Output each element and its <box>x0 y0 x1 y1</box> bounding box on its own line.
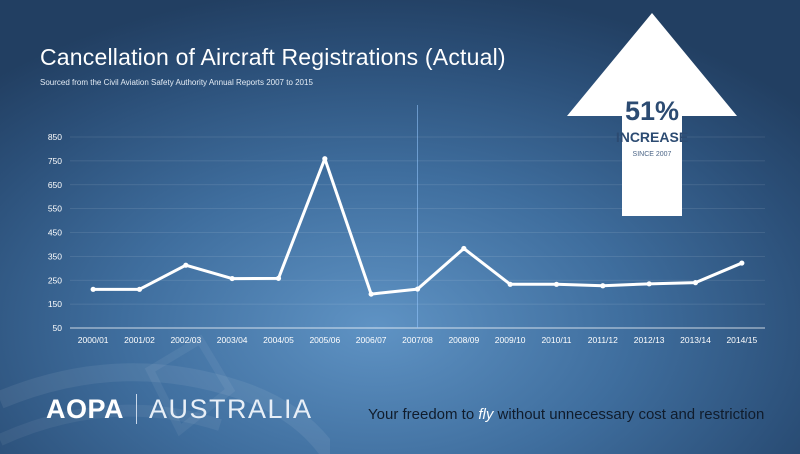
increase-percent: 51% <box>624 96 680 126</box>
tagline-emphasis: fly <box>478 406 494 423</box>
x-tick-label: 2006/07 <box>356 335 387 345</box>
y-tick-label: 750 <box>48 156 62 166</box>
y-tick-label: 450 <box>48 228 62 238</box>
data-point <box>646 281 652 287</box>
chart-title: Cancellation of Aircraft Registrations (… <box>40 44 506 70</box>
data-point <box>136 286 143 292</box>
data-point <box>322 156 328 162</box>
data-point <box>414 286 421 292</box>
aopa-logo: AOPA AUSTRALIA <box>46 394 313 425</box>
brand-divider <box>136 394 138 424</box>
x-tick-label: 2000/01 <box>78 335 109 345</box>
x-tick-label: 2011/12 <box>588 335 618 345</box>
brand-name: AOPA <box>46 394 125 424</box>
data-point <box>739 260 745 266</box>
increase-callout: 51% INCREASE SINCE 2007 <box>567 13 737 216</box>
up-arrow-icon <box>567 13 737 216</box>
data-point <box>692 280 699 286</box>
data-point <box>183 262 189 268</box>
y-tick-label: 150 <box>48 299 62 309</box>
data-point <box>507 281 513 287</box>
x-tick-label: 2013/14 <box>680 335 711 345</box>
data-point <box>600 283 606 289</box>
tagline-before: Your freedom to <box>368 406 479 423</box>
y-tick-label: 50 <box>53 323 63 333</box>
y-tick-label: 650 <box>48 180 62 190</box>
y-tick-label: 350 <box>48 251 62 261</box>
x-tick-label: 2001/02 <box>124 335 155 345</box>
data-point <box>368 291 374 297</box>
data-point <box>275 275 282 281</box>
x-tick-label: 2008/09 <box>448 335 479 345</box>
data-point <box>553 281 560 287</box>
increase-since: SINCE 2007 <box>632 151 672 158</box>
brand-region: AUSTRALIA <box>149 394 313 424</box>
x-tick-label: 2007/08 <box>402 335 433 345</box>
data-point <box>229 275 235 282</box>
x-tick-label: 2004/05 <box>263 335 294 345</box>
x-tick-label: 2003/04 <box>217 335 248 345</box>
data-point <box>90 286 96 292</box>
data-point <box>461 245 467 252</box>
y-tick-label: 850 <box>48 132 62 142</box>
y-tick-label: 550 <box>48 204 62 214</box>
y-tick-label: 250 <box>48 275 62 285</box>
tagline: Your freedom to fly without unnecessary … <box>368 406 764 423</box>
x-tick-label: 2009/10 <box>495 335 526 345</box>
x-tick-label: 2012/13 <box>634 335 665 345</box>
x-tick-label: 2014/15 <box>726 335 757 345</box>
chart-subtitle: Sourced from the Civil Aviation Safety A… <box>40 78 313 87</box>
x-tick-label: 2010/11 <box>541 335 571 345</box>
x-tick-label: 2005/06 <box>309 335 340 345</box>
tagline-after: without unnecessary cost and restriction <box>493 406 765 423</box>
x-tick-label: 2002/03 <box>170 335 201 345</box>
wings-watermark-icon <box>0 334 330 454</box>
increase-label: INCREASE <box>615 129 689 145</box>
